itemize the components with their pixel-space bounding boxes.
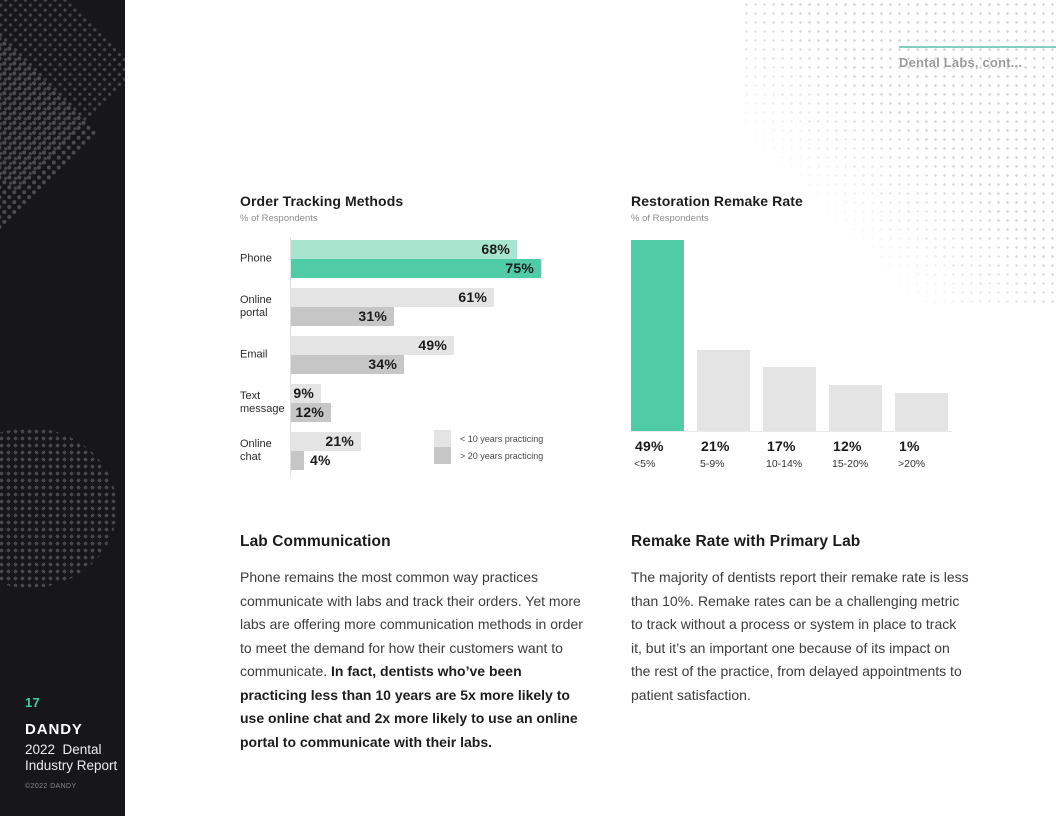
- bar: 34%: [291, 355, 404, 374]
- bar-value-label: 49%: [635, 438, 664, 454]
- page-number: 17: [25, 695, 41, 710]
- bar: 31%: [291, 307, 394, 326]
- bar-value-label: 4%: [310, 452, 331, 468]
- bar-row: Email 49% 34%: [240, 336, 590, 374]
- bar-value-label: 34%: [368, 356, 397, 372]
- legend-entry: < 10 years practicing: [434, 430, 543, 447]
- legend-entry: > 20 years practicing: [434, 447, 543, 464]
- bar-group: 9% 12%: [291, 384, 331, 422]
- body-text-bold: In fact, dentists who’ve been practicing…: [240, 663, 578, 750]
- bar-group: 61% 31%: [291, 288, 494, 326]
- header-accent-line: [899, 46, 1056, 48]
- bar: [631, 240, 684, 431]
- bar: 75%: [291, 259, 541, 278]
- legend-label: > 20 years practicing: [460, 450, 544, 461]
- chart-legend: < 10 years practicing > 20 years practici…: [434, 430, 543, 464]
- bar: [895, 393, 948, 431]
- bar-value-label: 21%: [701, 438, 730, 454]
- chart-subtitle: % of Respondents: [240, 213, 318, 224]
- category-label: Email: [240, 348, 268, 361]
- bar-value-label: 49%: [418, 337, 447, 353]
- dot-grid-pattern: [742, 0, 1056, 308]
- section-heading: Remake Rate with Primary Lab: [631, 533, 861, 550]
- bar-value-label: 75%: [505, 260, 534, 276]
- bar-value-label: 21%: [325, 433, 354, 449]
- chart-title: Order Tracking Methods: [240, 193, 404, 209]
- chart-subtitle: % of Respondents: [631, 213, 709, 224]
- bar: [763, 367, 816, 431]
- bar-row: Online portal 61% 31%: [240, 288, 590, 326]
- bar: 12%: [291, 403, 331, 422]
- bar: [829, 385, 882, 431]
- remake-rate-chart: Restoration Remake Rate % of Respondents…: [631, 193, 966, 483]
- bar: 49%: [291, 336, 454, 355]
- bar-value-label: 17%: [767, 438, 796, 454]
- category-label: Text message: [240, 390, 285, 415]
- bar-group: 21% 4%: [291, 432, 361, 470]
- bar-group: 49% 34%: [291, 336, 454, 374]
- category-label: Online chat: [240, 438, 272, 463]
- bar: 4%: [291, 451, 330, 470]
- category-label: <5%: [634, 458, 656, 470]
- bar-value-label: 61%: [458, 289, 487, 305]
- x-axis-line: [631, 431, 952, 432]
- category-label: Phone: [240, 252, 272, 265]
- bar-value-label: 12%: [295, 404, 324, 420]
- lab-communication-section: Lab Communication Phone remains the most…: [240, 533, 588, 754]
- remake-rate-section: Remake Rate with Primary Lab The majorit…: [631, 533, 969, 707]
- bar: 9%: [291, 384, 321, 403]
- bar-row: Online chat 21% 4%: [240, 432, 590, 470]
- bar-value-label: 1%: [899, 438, 920, 454]
- category-label: Online portal: [240, 294, 272, 319]
- legend-label: < 10 years practicing: [460, 433, 544, 444]
- bar-value-label: 31%: [358, 308, 387, 324]
- bar: 68%: [291, 240, 517, 259]
- legend-swatch: [434, 430, 451, 447]
- y-axis-line: [290, 237, 291, 478]
- section-heading: Lab Communication: [240, 533, 391, 550]
- category-label: 10-14%: [766, 458, 803, 470]
- legend-swatch: [434, 447, 451, 464]
- category-label: 5-9%: [700, 458, 725, 470]
- chart-title: Restoration Remake Rate: [631, 193, 803, 209]
- bar-row: Phone 68% 75%: [240, 240, 590, 278]
- halftone-pattern-middle: [0, 428, 117, 588]
- copyright-text: ©2022 DANDY: [25, 783, 77, 790]
- bar-value-label: 68%: [481, 241, 510, 257]
- bar: 61%: [291, 288, 494, 307]
- section-body: The majority of dentists report their re…: [631, 569, 969, 703]
- category-label: >20%: [898, 458, 926, 470]
- bar-group: 68% 75%: [291, 240, 541, 278]
- bar: 21%: [291, 432, 361, 451]
- order-tracking-chart: Order Tracking Methods % of Respondents …: [240, 193, 590, 483]
- body-text-regular: Phone remains the most common way practi…: [240, 569, 583, 679]
- section-header: Dental Labs, cont...: [899, 55, 1023, 70]
- sidebar-footer: 17 DANDY 2022 Dental Industry Report ©20…: [25, 695, 125, 790]
- brand-logo: DANDY: [25, 721, 83, 738]
- bar-value-label: 9%: [293, 385, 314, 401]
- section-body: Phone remains the most common way practi…: [240, 566, 588, 754]
- category-label: 15-20%: [832, 458, 869, 470]
- bar: [697, 350, 750, 431]
- bar-row: Text message 9% 12%: [240, 384, 590, 422]
- sidebar: 17 DANDY 2022 Dental Industry Report ©20…: [0, 0, 125, 816]
- bar-value-label: 12%: [833, 438, 862, 454]
- remake-rate-plot: 49% <5% 21% 5-9% 17% 10-14% 12% 15-20% 1% >20%: [631, 240, 952, 470]
- report-title: 2022 Dental Industry Report: [25, 742, 118, 773]
